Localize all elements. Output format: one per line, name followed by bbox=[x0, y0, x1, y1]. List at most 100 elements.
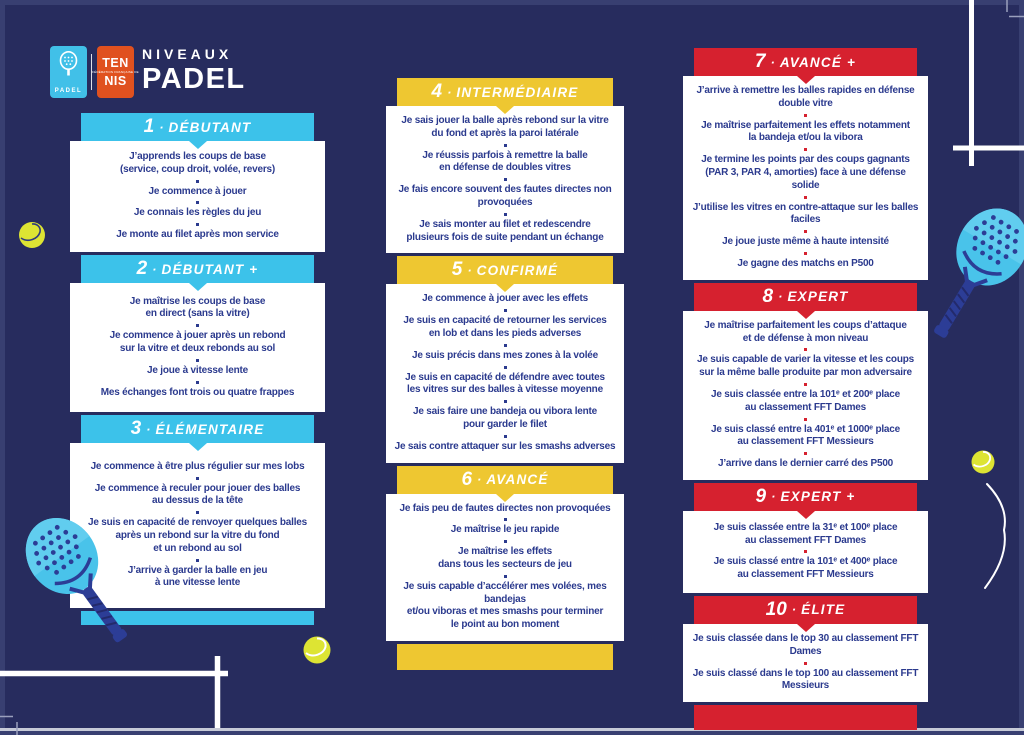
item-separator-dot bbox=[503, 143, 507, 147]
skill-item: Je sais contre attaquer sur les smashs a… bbox=[394, 440, 616, 452]
skill-item: J’arrive dans le dernier carré des P500 bbox=[717, 458, 894, 470]
poster-title-line1: NIVEAUX bbox=[142, 46, 233, 62]
skill-item: J’arrive à remettre les balles rapides e… bbox=[696, 85, 915, 109]
skill-item: Je termine les points par des coups gagn… bbox=[701, 154, 910, 191]
level-separator: · bbox=[447, 84, 452, 100]
skill-item: Je suis classé dans le top 100 au classe… bbox=[692, 667, 919, 692]
level-card-2: 2 · DÉBUTANT + Je maîtrise les coups de … bbox=[70, 255, 325, 412]
item-separator-dot bbox=[804, 148, 807, 152]
item-separator-dot bbox=[196, 324, 199, 328]
level-name: ÉLÉMENTAIRE bbox=[155, 421, 265, 437]
level-body: Je commence à jouer avec les effets Je su… bbox=[386, 284, 624, 463]
level-separator: · bbox=[159, 119, 164, 135]
level-separator: · bbox=[477, 472, 482, 488]
skill-item: Je fais encore souvent des fautes direct… bbox=[398, 184, 612, 208]
level-card-10: 10 · ÉLITE Je suis classée dans le top 3… bbox=[683, 595, 928, 703]
item-separator-dot bbox=[196, 476, 199, 480]
level-header: 6 · AVANCÉ bbox=[397, 465, 613, 494]
skill-item: Je suis en capacité de renvoyer quelques… bbox=[87, 517, 308, 554]
skill-item: Je suis capable de varier la vitesse et … bbox=[697, 354, 914, 379]
motion-curve bbox=[984, 483, 1006, 589]
level-column-3: 7 · AVANCÉ + J’arrive à remettre les bal… bbox=[683, 48, 928, 731]
skill-item: Je suis en capacité de défendre avec tou… bbox=[405, 371, 605, 396]
level-body: Je maîtrise les coups de base en direct … bbox=[70, 283, 325, 412]
level-header: 4 · INTERMÉDIAIRE bbox=[397, 78, 613, 106]
level-separator: · bbox=[467, 262, 472, 278]
logo-divider bbox=[90, 54, 92, 90]
item-separator-dot bbox=[503, 540, 507, 544]
level-separator: · bbox=[791, 602, 797, 618]
skill-item: Je suis capable d’accélérer mes volées, … bbox=[403, 580, 607, 631]
level-separator: · bbox=[778, 289, 783, 305]
level-body: J’arrive à remettre les balles rapides e… bbox=[683, 76, 928, 280]
skill-item: J’utilise les vitres en contre-attaque s… bbox=[692, 201, 919, 226]
item-separator-dot bbox=[196, 179, 199, 183]
item-separator-dot bbox=[503, 434, 507, 438]
tennis-ball-right bbox=[971, 450, 995, 474]
level-number: 6 bbox=[461, 468, 473, 490]
level-number: 2 bbox=[136, 258, 148, 279]
tennis-ball-left bbox=[19, 222, 45, 248]
skill-item: Je suis en capacité de retourner les ser… bbox=[403, 315, 607, 339]
item-separator-dot bbox=[804, 348, 807, 352]
column-footer-bar bbox=[397, 643, 613, 670]
skill-item: Je commence à jouer bbox=[148, 185, 247, 197]
level-card-8: 8 · EXPERT Je maîtrise parfaitement les … bbox=[683, 282, 928, 480]
item-separator-dot bbox=[503, 400, 507, 404]
level-card-3: 3 · ÉLÉMENTAIRE Je commence à être plus … bbox=[70, 415, 325, 608]
fft-logo-text-middle: FÉDÉRATION FRANÇAISE DE bbox=[92, 69, 139, 74]
level-card-6: 6 · AVANCÉ Je fais peu de fautes directe… bbox=[386, 465, 624, 641]
level-header: 3 · ÉLÉMENTAIRE bbox=[81, 415, 314, 443]
level-separator: · bbox=[146, 421, 151, 437]
level-name: CONFIRMÉ bbox=[476, 262, 559, 278]
item-separator-dot bbox=[196, 511, 199, 515]
skill-item: Je joue juste même à haute intensité bbox=[722, 236, 889, 248]
item-separator-dot bbox=[804, 113, 807, 117]
padel-logo: PADEL bbox=[50, 46, 87, 98]
item-separator-dot bbox=[804, 417, 807, 421]
fft-tennis-logo: TEN FÉDÉRATION FRANÇAISE DE NIS bbox=[92, 46, 139, 98]
poster-title: NIVEAUX PADEL bbox=[142, 46, 246, 96]
tennis-ball-bottom bbox=[303, 636, 331, 664]
level-name: EXPERT bbox=[787, 289, 849, 305]
skill-item: Je suis classée dans le top 30 au classe… bbox=[692, 632, 919, 657]
level-column-2: 4 · INTERMÉDIAIRE Je sais jouer la balle… bbox=[386, 78, 624, 670]
item-separator-dot bbox=[503, 212, 507, 216]
skill-item: Je joue à vitesse lente bbox=[146, 364, 248, 376]
item-separator-dot bbox=[804, 382, 807, 386]
level-number: 10 bbox=[765, 598, 787, 620]
skill-item: J’arrive à garder la balle en jeu à une … bbox=[127, 564, 268, 589]
skill-item: Je sais jouer la balle après rebond sur … bbox=[401, 115, 609, 139]
level-number: 5 bbox=[451, 259, 463, 281]
item-separator-dot bbox=[503, 518, 507, 522]
level-separator: · bbox=[152, 261, 157, 277]
item-separator-dot bbox=[503, 574, 507, 578]
skill-item: Je suis classée entre la 31ᵉ et 100ᵉ pla… bbox=[713, 521, 898, 546]
level-number: 9 bbox=[755, 485, 767, 507]
skill-item: Je maîtrise parfaitement les coups d’att… bbox=[704, 319, 907, 344]
column-footer-bar bbox=[81, 611, 314, 625]
skill-item: Je maîtrise le jeu rapide bbox=[450, 524, 560, 536]
level-header: 10 · ÉLITE bbox=[694, 595, 917, 624]
level-separator: · bbox=[771, 489, 776, 505]
column-footer-bar bbox=[694, 705, 917, 731]
item-separator-dot bbox=[804, 661, 807, 665]
skill-item: Je fais peu de fautes directes non provo… bbox=[399, 502, 611, 514]
item-separator-dot bbox=[804, 195, 807, 199]
skill-item: Je maîtrise les effets dans tous les sec… bbox=[438, 546, 572, 570]
padel-racket-icon bbox=[59, 51, 78, 76]
skill-item: Je suis classé entre la 401ᵉ et 1000ᵉ pl… bbox=[710, 423, 901, 448]
item-separator-dot bbox=[804, 550, 807, 554]
fft-logo-text-bottom: NIS bbox=[104, 74, 127, 88]
skill-item: Je suis classé entre la 101ᵉ et 400ᵉ pla… bbox=[713, 556, 898, 581]
item-separator-dot bbox=[196, 201, 199, 205]
level-card-7: 7 · AVANCÉ + J’arrive à remettre les bal… bbox=[683, 48, 928, 280]
level-column-1: 1 · DÉBUTANT J’apprends les coups de bas… bbox=[70, 113, 325, 625]
item-separator-dot bbox=[503, 309, 507, 313]
level-name: DÉBUTANT bbox=[168, 119, 252, 135]
item-separator-dot bbox=[503, 178, 507, 182]
skill-item: Je commence à reculer pour jouer des bal… bbox=[94, 482, 301, 507]
level-number: 4 bbox=[431, 81, 443, 102]
fft-logo-text-top: TEN bbox=[102, 55, 129, 70]
